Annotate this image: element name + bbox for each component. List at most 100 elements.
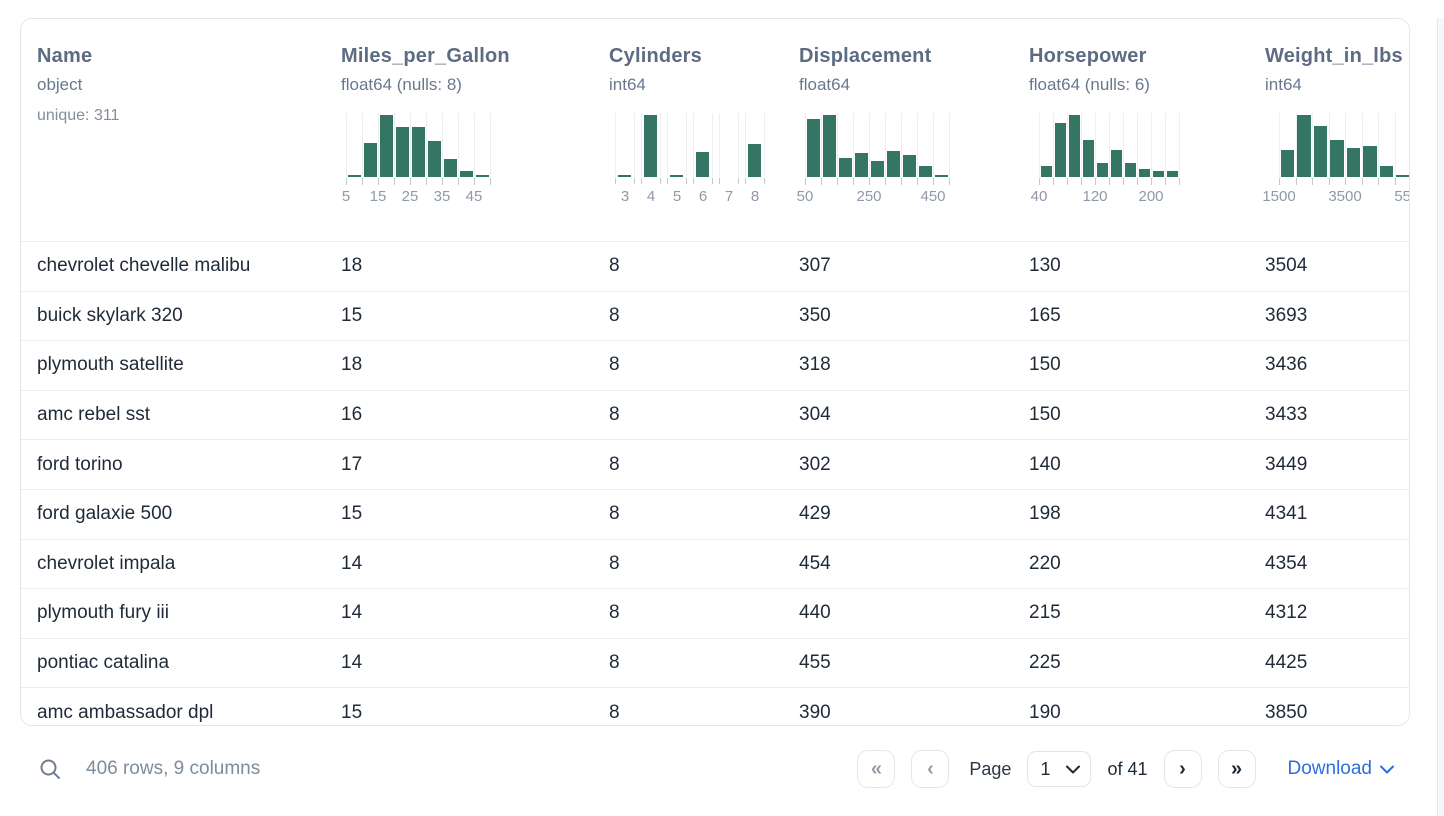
chevron-down-icon: [1380, 765, 1394, 773]
table-cell: 14: [341, 552, 363, 574]
table-cell: 390: [799, 701, 831, 723]
table-cell: 8: [609, 354, 620, 376]
table-cell: 15: [341, 304, 363, 326]
table-cell: plymouth satellite: [37, 354, 184, 376]
table-cell: 18: [341, 354, 363, 376]
column-header-name: Name object unique: 311: [21, 19, 325, 241]
histogram-bar: [1096, 163, 1108, 177]
table-cell: 350: [799, 304, 831, 326]
histogram-bar: [1330, 140, 1344, 177]
table-cell: 302: [799, 453, 831, 475]
histogram-bar: [1040, 166, 1052, 177]
table-row: plymouth fury iii 14 8 440 215 4312: [21, 588, 1409, 638]
histogram-bar: [459, 171, 473, 177]
table-cell: 198: [1029, 503, 1061, 525]
histogram-bar: [1138, 169, 1150, 177]
histogram-axis-labels: 50 250 450: [797, 187, 949, 205]
last-page-button[interactable]: »: [1217, 750, 1256, 788]
histogram-ticks: [1039, 177, 1180, 185]
table-cell: chevrolet chevelle malibu: [37, 255, 251, 277]
axis-tick-label: 120: [1082, 188, 1108, 205]
histogram-bar: [363, 143, 377, 177]
histogram-plot: [805, 113, 950, 177]
histogram-bar: [1363, 146, 1377, 177]
table-cell: 225: [1029, 652, 1061, 674]
column-title: Displacement: [799, 45, 932, 67]
table-cell: 304: [799, 404, 831, 426]
column-header-displacement: Displacement float64 50 250 450: [783, 19, 1013, 241]
histogram-miles_per_gallon: 5 15 25 35 45: [342, 113, 593, 205]
search-icon[interactable]: [38, 757, 62, 781]
prev-page-button[interactable]: ‹: [911, 750, 950, 788]
table-cell: 8: [609, 652, 620, 674]
table-cell: 220: [1029, 552, 1061, 574]
row-count-status: 406 rows, 9 columns: [86, 758, 261, 779]
table-row: pontiac catalina 14 8 455 225 4425: [21, 637, 1409, 688]
histogram-horsepower: 40 120 200: [1031, 113, 1249, 205]
table-cell: 8: [609, 503, 620, 525]
axis-tick-label: 3: [620, 188, 630, 205]
page-select[interactable]: 1: [1027, 751, 1092, 787]
histogram-bar: [1124, 163, 1136, 177]
table-cell: 190: [1029, 701, 1061, 723]
histogram-bar: [1054, 123, 1066, 177]
histogram-bar: [395, 127, 409, 177]
adjacent-panel-edge: [1437, 18, 1444, 816]
histogram-bar: [1152, 171, 1164, 177]
histogram-plot: [1039, 113, 1180, 177]
table-cell: ford galaxie 500: [37, 503, 173, 525]
histogram-bar: [1297, 115, 1311, 177]
axis-tick-label: 450: [920, 188, 946, 205]
column-title: Cylinders: [609, 45, 702, 67]
histogram-ticks: [613, 177, 769, 185]
column-title: Miles_per_Gallon: [341, 45, 510, 67]
table-cell: 14: [341, 602, 363, 624]
axis-tick-label: 50: [796, 188, 814, 205]
table-cell: 4341: [1265, 503, 1308, 525]
column-title: Horsepower: [1029, 45, 1147, 67]
chevron-down-icon: [1066, 765, 1081, 773]
column-title: Name: [37, 45, 93, 67]
table-cell: 140: [1029, 453, 1061, 475]
table-cell: buick skylark 320: [37, 304, 183, 326]
histogram-bar: [618, 175, 631, 177]
table-cell: 3449: [1265, 453, 1308, 475]
table-cell: 8: [609, 602, 620, 624]
table-row: buick skylark 320 15 8 350 165 3693: [21, 290, 1409, 341]
axis-tick-label: 3500: [1328, 188, 1362, 205]
histogram-bar: [475, 175, 489, 177]
next-page-button[interactable]: ›: [1163, 750, 1202, 788]
histogram-bar: [854, 153, 868, 177]
column-header-weight_in_lbs: Weight_in_lbs int64 1500 3500 5500: [1249, 19, 1409, 241]
histogram-bar: [696, 152, 709, 177]
table-row: ford galaxie 500 15 8 429 198 4341: [21, 488, 1409, 539]
table-cell: 3850: [1265, 701, 1308, 723]
table-cell: 3693: [1265, 304, 1308, 326]
table-cell: 8: [609, 404, 620, 426]
table-cell: 4354: [1265, 552, 1308, 574]
axis-tick-label: 25: [401, 188, 419, 205]
histogram-bar: [644, 115, 657, 177]
axis-tick-label: 200: [1138, 188, 1164, 205]
download-button[interactable]: Download: [1288, 758, 1394, 780]
histogram-bar: [838, 158, 852, 177]
table-cell: amc ambassador dpl: [37, 701, 214, 723]
histogram-axis-labels: 40 120 200: [1031, 187, 1179, 205]
first-page-button[interactable]: «: [857, 750, 896, 788]
table-row: chevrolet chevelle malibu 18 8 307 130 3504: [21, 241, 1409, 291]
axis-tick-label: 7: [724, 188, 734, 205]
column-header-horsepower: Horsepower float64 (nulls: 6) 40 120 200: [1013, 19, 1249, 241]
histogram-bar: [902, 155, 916, 177]
histogram-axis-labels: 1500 3500 5500: [1262, 187, 1409, 205]
histogram-bar: [1166, 171, 1178, 177]
table-cell: 440: [799, 602, 831, 624]
column-dtype: float64 (nulls: 6): [1029, 75, 1150, 94]
histogram-bar: [934, 175, 948, 177]
histogram-bar: [379, 115, 393, 177]
column-title: Weight_in_lbs: [1265, 45, 1403, 67]
table-cell: 15: [341, 701, 363, 723]
table-cell: 3504: [1265, 255, 1308, 277]
